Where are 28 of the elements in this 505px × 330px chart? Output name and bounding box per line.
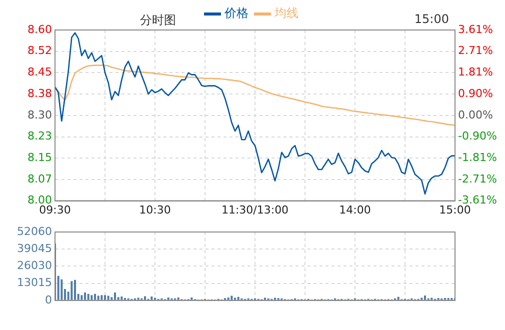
y-tick-label: 8.45 (28, 66, 52, 79)
y-tick-label: 8.60 (28, 22, 52, 36)
y-tick-label: 8.15 (28, 150, 52, 164)
y-tick-label: 8.52 (28, 44, 52, 58)
legend-label: 价格 (224, 6, 248, 20)
y-tick-label: 8.30 (28, 108, 52, 122)
y-tick-label: 8.38 (28, 86, 52, 100)
y2-tick-label: 0.00% (458, 108, 493, 122)
y2-tick-label: 0.90% (458, 86, 493, 100)
y2-tick-label: -2.71% (458, 172, 497, 186)
y-tick-label: 39045 (17, 242, 52, 255)
y-tick-label: 0 (45, 293, 52, 306)
y-tick-label: 8.07 (28, 172, 52, 186)
y-tick-label: 8.23 (28, 130, 52, 143)
y2-tick-label: -0.90% (458, 130, 497, 143)
y2-tick-label: 1.81% (458, 66, 493, 79)
x-tick-label: 14:00 (339, 203, 371, 216)
y2-tick-label: 2.71% (458, 44, 493, 58)
y-tick-label: 52060 (17, 224, 52, 238)
legend-label: 均线 (274, 6, 298, 20)
text: 15:00 (414, 12, 449, 26)
x-tick-label: 11:30/13:00 (221, 203, 289, 216)
chart-title: 分时图 (140, 12, 176, 29)
y-tick-label: 26030 (17, 259, 52, 272)
y2-tick-label: -1.81% (458, 150, 497, 164)
y2-tick-label: 3.61% (458, 22, 493, 36)
x-tick-label: 10:30 (139, 203, 171, 216)
y-tick-label: 13015 (17, 276, 52, 290)
